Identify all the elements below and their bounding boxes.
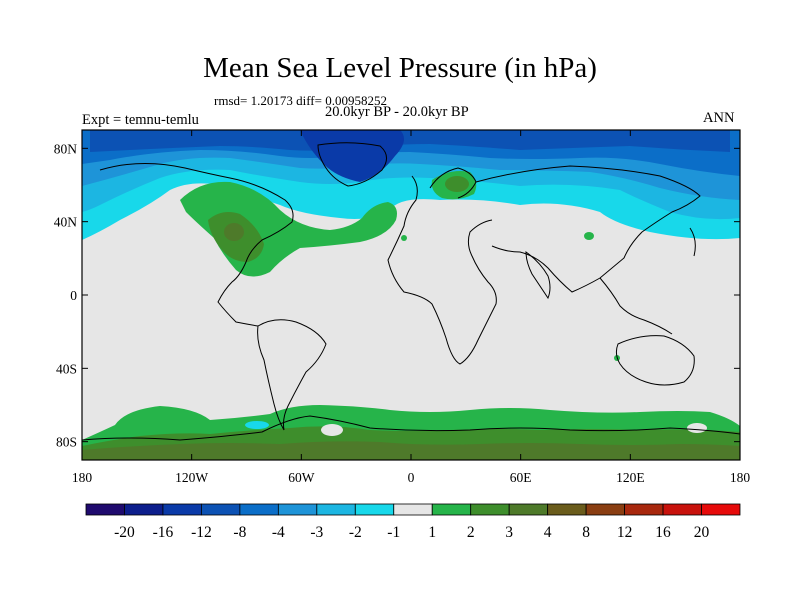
north-negative-core xyxy=(90,130,730,152)
map-subtitle: 20.0kyr BP - 20.0kyr BP xyxy=(325,104,469,120)
colorbar-label: -1 xyxy=(387,524,400,541)
colorbar-swatch xyxy=(624,503,664,516)
colorbar: -20 -16 -12 -8 -4 -3 -2 -1 1 2 3 4 8 12 16 20 xyxy=(85,503,741,541)
colorbar-label: -3 xyxy=(310,524,323,541)
colorbar-label: 3 xyxy=(505,524,513,541)
greenland-negative-core xyxy=(300,130,404,182)
season-label: ANN xyxy=(703,110,735,126)
colorbar-swatch xyxy=(162,503,202,516)
colorbar-swatch xyxy=(470,503,510,516)
coast-greenland xyxy=(317,142,387,187)
coast-north-america xyxy=(99,163,294,327)
asia-positive-spot xyxy=(584,232,594,240)
colorbar-label: 2 xyxy=(467,524,475,541)
colorbar-swatch xyxy=(201,503,241,516)
lon-tick-label: 0 xyxy=(408,470,415,485)
colorbar-label: 20 xyxy=(694,524,710,541)
colorbar-swatch xyxy=(508,503,549,516)
lat-tick-label: 80N xyxy=(54,141,78,156)
colorbar-swatch xyxy=(701,503,741,516)
colorbar-label: 8 xyxy=(582,524,590,541)
coast-southeast-asia xyxy=(599,277,673,335)
colorbar-label: 12 xyxy=(617,524,633,541)
lon-tick-label: 60W xyxy=(288,470,315,485)
colorbar-label: -8 xyxy=(233,524,246,541)
colorbar-swatch xyxy=(85,503,125,516)
map-title: Mean Sea Level Pressure (in hPa) xyxy=(203,52,597,84)
south-pacific-negative-spot xyxy=(245,421,269,429)
scandinavia-positive-core xyxy=(445,176,469,192)
experiment-label: Expt = temnu-temlu xyxy=(82,112,199,128)
coast-europe-africa xyxy=(387,175,497,365)
colorbar-swatch xyxy=(277,503,318,516)
lat-tick-label: 40S xyxy=(56,361,77,376)
lon-tick-label: 180 xyxy=(72,470,93,485)
coastlines xyxy=(82,142,740,441)
colorbar-swatch xyxy=(547,503,587,516)
south-positive-strong xyxy=(82,441,740,460)
lat-tick-label: 40N xyxy=(54,215,78,230)
lon-tick-label: 60E xyxy=(510,470,532,485)
lon-tick-label: 120E xyxy=(616,470,645,485)
coast-japan xyxy=(689,227,696,257)
lat-tick-label: 0 xyxy=(70,288,77,303)
lon-tick-label: 180 xyxy=(730,470,751,485)
coast-antarctica xyxy=(82,415,740,441)
coast-australia xyxy=(615,335,695,386)
colorbar-swatch xyxy=(662,503,702,516)
colorbar-label: -12 xyxy=(191,524,212,541)
colorbar-label: 4 xyxy=(544,524,552,541)
north-america-positive-peak xyxy=(224,223,244,241)
coast-scandinavia xyxy=(429,167,477,199)
coast-asia xyxy=(475,165,701,293)
latitude-axis: 80N 40N 0 40S 80S xyxy=(54,141,740,450)
map-field xyxy=(82,130,740,460)
colorbar-swatch xyxy=(354,503,395,516)
coast-india xyxy=(525,251,551,300)
colorbar-label: 1 xyxy=(428,524,436,541)
south-neutral-patch-2 xyxy=(687,423,707,433)
lat-tick-label: 80S xyxy=(56,435,77,450)
rmsd-diff-stats: rmsd= 1.20173 diff= 0.00958252 xyxy=(214,93,387,108)
colorbar-label: -2 xyxy=(349,524,362,541)
colorbar-label: 16 xyxy=(655,524,671,541)
colorbar-label: -4 xyxy=(272,524,285,541)
colorbar-label: -16 xyxy=(153,524,174,541)
south-neutral-patch-1 xyxy=(321,424,343,436)
lon-tick-label: 120W xyxy=(175,470,208,485)
colorbar-swatch xyxy=(585,503,625,516)
longitude-axis: 180 120W 60W 0 60E 120E 180 xyxy=(72,130,751,485)
colorbar-swatch xyxy=(124,503,164,516)
colorbar-swatch xyxy=(393,503,433,516)
atlantic-positive-spot xyxy=(401,235,407,241)
colorbar-swatch xyxy=(431,503,472,516)
coast-south-america xyxy=(257,319,327,431)
colorbar-label: -20 xyxy=(114,524,135,541)
colorbar-swatch xyxy=(239,503,279,516)
colorbar-swatch xyxy=(316,503,356,516)
